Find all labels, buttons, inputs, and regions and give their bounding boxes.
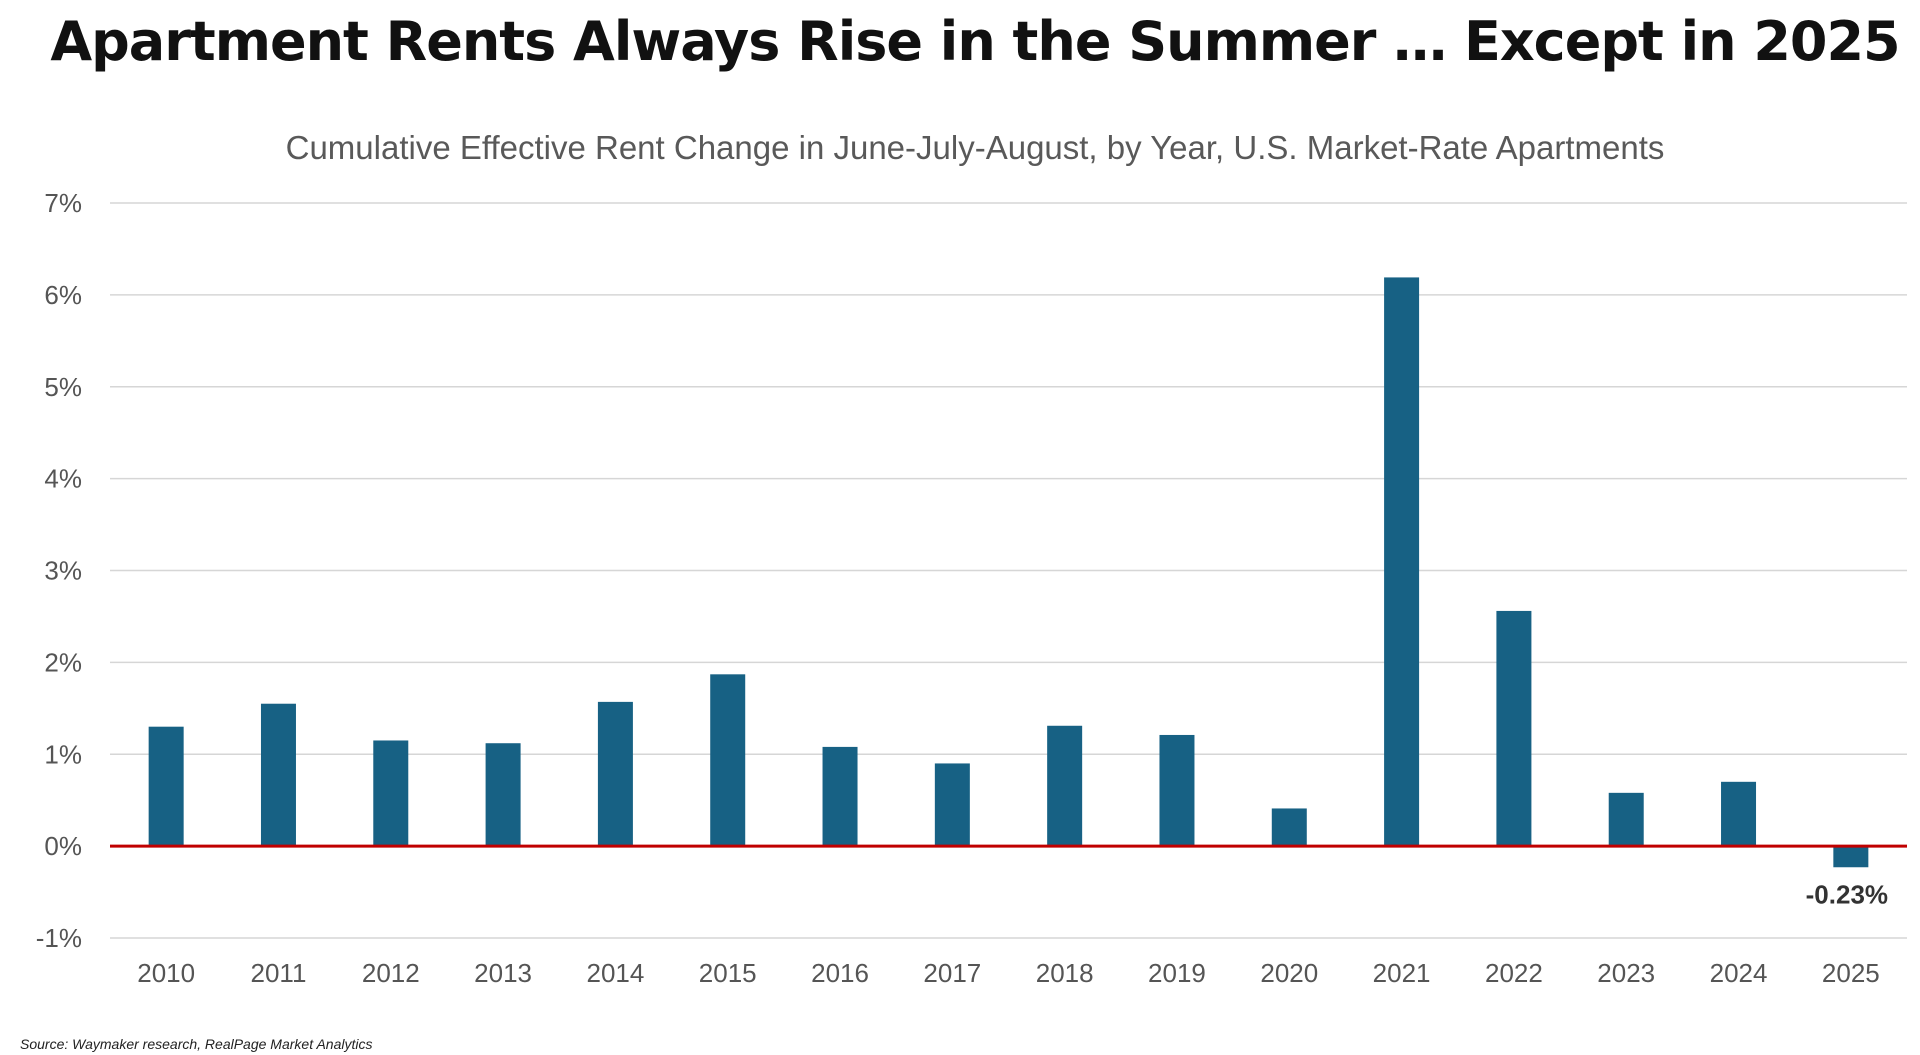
bar-2011 (260, 703, 296, 847)
bars (148, 277, 1869, 868)
y-tick-label: 6% (44, 280, 82, 310)
annotations: -0.23% (1806, 879, 1888, 909)
bar-2014 (597, 701, 633, 847)
x-tick-label: 2011 (251, 958, 307, 988)
bar-2021 (1384, 277, 1420, 847)
bar-2023 (1608, 792, 1644, 847)
page-title: Apartment Rents Always Rise in the Summe… (50, 10, 1900, 73)
bar-2019 (1159, 734, 1195, 847)
gridlines (110, 202, 1907, 939)
chart-title: Cumulative Effective Rent Change in June… (286, 129, 1665, 166)
bar-2024 (1721, 781, 1757, 847)
x-tick-label: 2012 (362, 958, 420, 988)
y-axis: -1% 0% 1% 2% 3% 4% 5% 6% 7% (36, 188, 82, 953)
x-tick-label: 2021 (1373, 958, 1431, 988)
bar-2017 (934, 763, 970, 847)
bar-2015 (710, 674, 746, 847)
bar-2018 (1047, 725, 1083, 847)
data-label-2025: -0.23% (1806, 879, 1888, 909)
bar-2010 (148, 726, 184, 847)
x-tick-label: 2022 (1485, 958, 1543, 988)
x-tick-label: 2020 (1260, 958, 1318, 988)
y-tick-label: 7% (44, 188, 82, 218)
x-tick-label: 2013 (474, 958, 532, 988)
x-axis: 2010 2011 2012 2013 2014 2015 2016 2017 2018 2019… (137, 958, 1880, 988)
bar-2012 (373, 740, 409, 847)
x-tick-label: 2017 (923, 958, 981, 988)
y-tick-label: -1% (36, 923, 82, 953)
x-tick-label: 2016 (811, 958, 869, 988)
x-tick-label: 2025 (1822, 958, 1880, 988)
bar-2020 (1271, 808, 1307, 847)
x-tick-label: 2023 (1597, 958, 1655, 988)
x-tick-label: 2018 (1036, 958, 1094, 988)
y-tick-label: 5% (44, 372, 82, 402)
bar-2016 (822, 746, 858, 847)
y-tick-label: 1% (44, 739, 82, 769)
y-tick-label: 0% (44, 831, 82, 861)
y-tick-label: 3% (44, 556, 82, 586)
x-tick-label: 2014 (586, 958, 644, 988)
bar-2025 (1833, 846, 1869, 868)
x-tick-label: 2019 (1148, 958, 1206, 988)
y-tick-label: 4% (44, 464, 82, 494)
x-tick-label: 2010 (137, 958, 195, 988)
y-tick-label: 2% (44, 647, 82, 677)
x-tick-label: 2024 (1710, 958, 1768, 988)
x-tick-label: 2015 (699, 958, 757, 988)
source-note: Source: Waymaker research, RealPage Mark… (20, 1036, 373, 1052)
bar-2022 (1496, 610, 1532, 847)
bar-2013 (485, 743, 521, 847)
